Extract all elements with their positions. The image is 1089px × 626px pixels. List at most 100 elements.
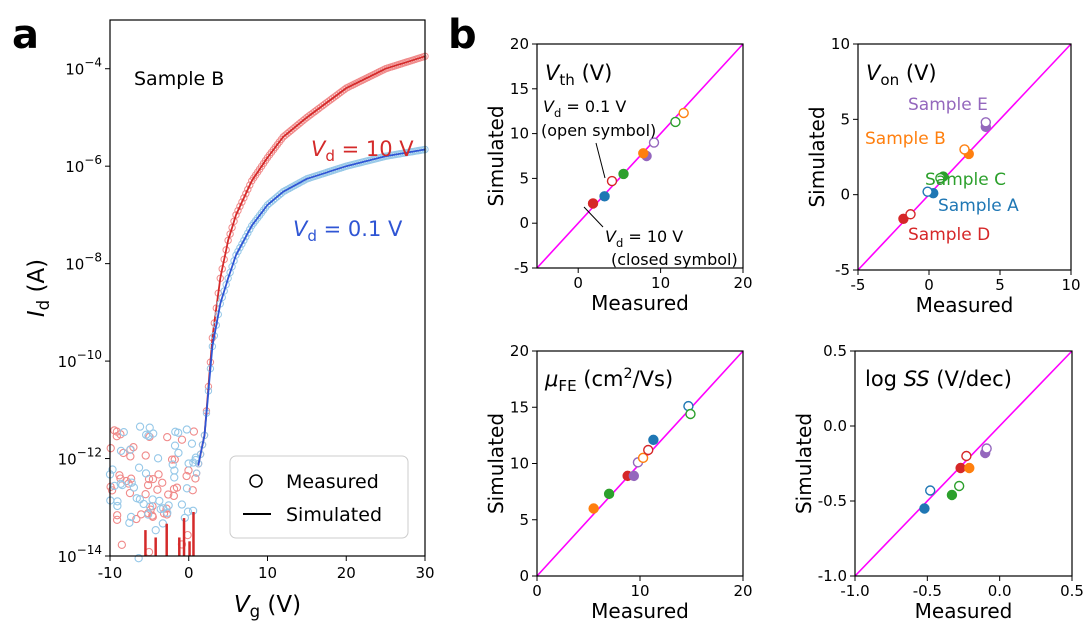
x-tick-label: 20 — [733, 274, 752, 292]
text-part: (A) — [24, 259, 50, 300]
data-point — [955, 462, 966, 474]
y-axis-label: Id (A) — [24, 259, 53, 317]
data-point — [670, 116, 681, 128]
noise-point — [177, 500, 187, 509]
sample-annotation: Sample B — [134, 68, 224, 90]
text-part: V — [605, 227, 617, 246]
data-point — [628, 470, 640, 482]
noise-point — [143, 480, 153, 490]
data-point — [618, 168, 629, 180]
plot-frame — [854, 350, 1073, 577]
data-point — [935, 172, 946, 184]
data-point — [922, 186, 933, 197]
text-part: /Vs) — [633, 367, 674, 391]
measured-point — [242, 233, 250, 241]
y-tick-label: 20 — [510, 35, 529, 53]
noise-point — [108, 465, 117, 474]
noise-point — [132, 494, 141, 503]
noise-point — [115, 471, 124, 480]
data-point — [946, 489, 958, 501]
y-axis-label: Simulated — [792, 413, 816, 514]
noise-point — [113, 511, 122, 520]
noise-point — [170, 466, 179, 475]
text-part: FE — [558, 377, 576, 395]
x-tick-label: 0 — [573, 274, 583, 292]
diagonal-line — [857, 43, 1072, 271]
noise-point — [143, 510, 153, 519]
noise-point — [125, 518, 134, 528]
noise-point — [112, 515, 122, 524]
text-part: V — [866, 61, 882, 85]
text-part: th — [559, 71, 575, 89]
tick-base: 10 — [65, 158, 84, 176]
y-tick-label: 15 — [510, 398, 529, 416]
noise-point — [141, 430, 151, 439]
noise-point — [163, 508, 172, 518]
data-point — [637, 452, 649, 464]
noise-point — [174, 448, 183, 458]
noise-point — [126, 445, 135, 454]
x-tick-label: -10 — [98, 564, 123, 582]
x-tick-label: 10 — [258, 564, 277, 582]
noise-point — [151, 526, 160, 535]
measured-point — [230, 217, 238, 225]
y-tick-label: 10−6 — [65, 153, 102, 176]
annotation-closed-symbol-line2: (closed symbol) — [611, 250, 738, 269]
noise-point — [182, 484, 192, 493]
noise-point — [170, 441, 180, 450]
noise-point — [189, 427, 199, 436]
series-label-vd10: Vd = 10 V — [311, 137, 414, 165]
y-tick-label: 0.5 — [823, 342, 847, 360]
noise-point — [132, 514, 141, 524]
panel-title: log SS (V/dec) — [865, 367, 1012, 391]
x-axis-label: Measured — [915, 599, 1013, 623]
sample-label: Sample B — [865, 129, 946, 149]
noise-point — [117, 540, 126, 549]
noise-point — [189, 458, 198, 467]
measured-point — [236, 244, 244, 252]
tick-exponent: −14 — [77, 543, 102, 557]
x-axis-label: Vg (V) — [234, 592, 301, 621]
y-tick-label: 10−4 — [65, 56, 102, 79]
x-tick-label: 10 — [1061, 276, 1080, 294]
noise-point — [187, 439, 197, 448]
y-tick-label: 10 — [831, 35, 850, 53]
chart-von: -5 0 5 10 -5 0 5 10 Measured Simulated Von (V) Samp… — [805, 35, 1081, 317]
data-point — [638, 148, 649, 159]
x-axis-label: Measured — [591, 599, 689, 623]
tick-exponent: −6 — [84, 153, 102, 167]
x-tick-label: 20 — [337, 564, 356, 582]
noise-point — [158, 478, 167, 487]
noise-point — [116, 446, 126, 456]
simulated-line — [197, 55, 426, 466]
noise-point — [141, 469, 151, 478]
y-tick-label: 0 — [519, 567, 529, 585]
data-point — [980, 117, 991, 128]
y-axis-label: Simulated — [484, 413, 508, 514]
legend-box — [229, 455, 409, 539]
measured-point — [246, 225, 254, 234]
measured-point — [244, 185, 252, 194]
measured-point — [240, 194, 248, 202]
noise-point — [148, 511, 157, 520]
chart-logss: -1.0 -0.5 0.0 0.5 -1.0 -0.5 0.0 0.5 Measured Simu… — [792, 342, 1084, 623]
legend-simulated-label: Simulated — [286, 504, 382, 526]
annotation-open-symbol: Vd = 0.1 V — [543, 97, 626, 120]
data-point — [925, 485, 936, 496]
data-point — [648, 137, 660, 148]
data-point — [599, 191, 610, 202]
measured-point — [234, 206, 242, 215]
noise-point — [118, 480, 127, 490]
measured-point — [340, 85, 348, 94]
text-part: I — [24, 310, 50, 317]
noise-point — [153, 454, 163, 463]
simulated-line — [197, 148, 426, 466]
noise-point — [164, 490, 173, 499]
data-point — [905, 209, 916, 220]
noise-point — [167, 455, 177, 464]
noise-point — [170, 473, 179, 482]
text-part: V — [311, 137, 327, 161]
noise-point — [135, 422, 145, 431]
